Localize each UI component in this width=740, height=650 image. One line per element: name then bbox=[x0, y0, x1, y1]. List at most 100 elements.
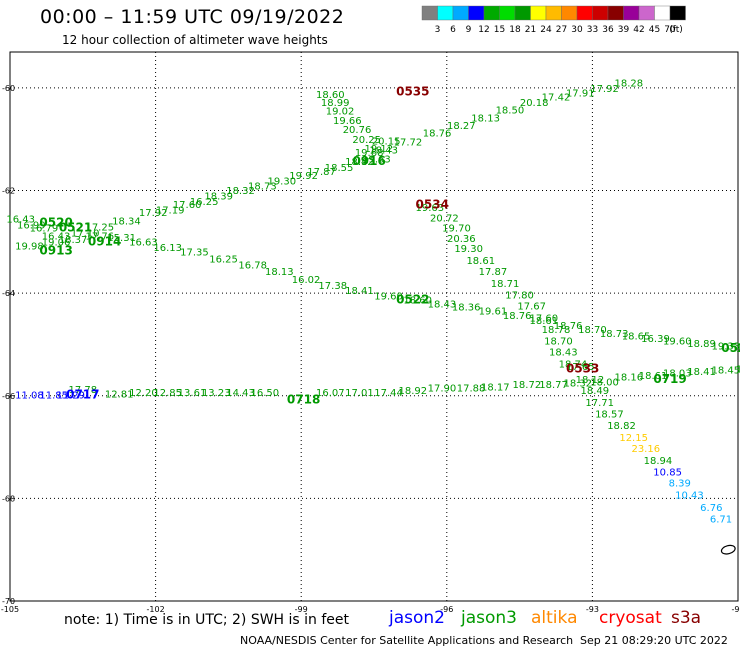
wave-height-value: 10.43 bbox=[675, 490, 704, 501]
wave-height-value: 19.06 bbox=[42, 237, 71, 248]
colorbar-label: 12 bbox=[478, 25, 489, 35]
wave-height-value: 18.39 bbox=[204, 191, 233, 202]
wave-height-value: 18.00 bbox=[590, 378, 619, 389]
y-tick-label: -60 bbox=[2, 84, 15, 93]
wave-height-value: 19.68 bbox=[355, 148, 384, 159]
wave-height-value: 12.20 bbox=[129, 388, 158, 399]
wave-height-value: 18.28 bbox=[614, 78, 643, 89]
wave-height-value: 18.94 bbox=[644, 456, 673, 467]
wave-height-value: 17.35 bbox=[180, 248, 209, 259]
wave-height-value: 18.50 bbox=[496, 106, 525, 117]
satellite-jason2: jason2 bbox=[389, 608, 445, 628]
wave-height-value: 18.45 bbox=[712, 366, 740, 377]
wave-height-value: 16.39 bbox=[641, 334, 670, 345]
wave-height-value: 18.52 bbox=[736, 344, 740, 355]
wave-height-value: 6.76 bbox=[700, 503, 722, 514]
wave-height-value: 19.66 bbox=[333, 116, 362, 127]
pass-time-label: 0719 bbox=[653, 372, 686, 386]
wave-height-value: 19.92 bbox=[289, 171, 318, 182]
wave-height-value: 17.25 bbox=[85, 223, 114, 234]
wave-height-value: 17.80 bbox=[505, 290, 534, 301]
wave-height-value: 17.44 bbox=[374, 388, 403, 399]
wave-height-value: 18.72 bbox=[513, 380, 542, 391]
color-scale-legend: 3 6 9 12 15 18 21 24 27 30 33 36 39 42 45 70(ft) bbox=[421, 5, 686, 35]
wave-height-value: 17.60 bbox=[530, 313, 559, 324]
wave-height-value: 18.70 bbox=[578, 325, 607, 336]
wave-height-value: 17.92 bbox=[139, 208, 168, 219]
satellite-altika: altika bbox=[531, 608, 578, 628]
wave-height-value: 19.70 bbox=[442, 224, 471, 235]
colorbar-swatch bbox=[669, 5, 686, 21]
wave-height-value: 17.88 bbox=[457, 384, 486, 395]
colorbar-label: 42 bbox=[633, 25, 644, 35]
satellite-cryosat: cryosat bbox=[599, 608, 662, 628]
wave-height-value: 18.61 bbox=[466, 256, 495, 267]
x-tick-label: -99 bbox=[295, 605, 308, 612]
wave-height-value: 18.77 bbox=[539, 380, 568, 391]
wave-height-value: 19.63 bbox=[415, 203, 444, 214]
page-title: 00:00 – 11:59 UTC 09/19/2022 bbox=[40, 6, 345, 28]
wave-height-value: 18.41 bbox=[345, 286, 374, 297]
wave-height-value: 16.79 bbox=[30, 224, 59, 235]
wave-height-value: 19.30 bbox=[267, 176, 296, 187]
wave-height-value: 15.31 bbox=[107, 233, 136, 244]
colorbar-label: 18 bbox=[509, 25, 521, 35]
wave-height-value: 19.61 bbox=[479, 307, 508, 318]
wave-height-value: 12.15 bbox=[619, 433, 648, 444]
satellite-s3a: s3a bbox=[671, 608, 702, 628]
pass-time-label: 0523 bbox=[721, 341, 740, 355]
wave-height-value: 17.92 bbox=[590, 84, 619, 95]
wave-height-value: 18.92 bbox=[399, 386, 428, 397]
wave-height-value: 16.25 bbox=[190, 197, 219, 208]
colorbar-label: 45 bbox=[649, 25, 660, 35]
wave-height-value: 18.60 bbox=[316, 90, 345, 101]
colorbar-unit: (ft) bbox=[669, 25, 683, 35]
wave-height-value: 18.03 bbox=[663, 368, 692, 379]
wave-height-value: 18.12 bbox=[576, 375, 605, 386]
footer-timestamp: Sep 21 08:29:20 UTC 2022 bbox=[580, 634, 728, 647]
wave-height-value: 18.13 bbox=[265, 267, 294, 278]
wave-height-value: 19.60 bbox=[663, 336, 692, 347]
wave-height-value: 19.33 bbox=[712, 342, 740, 353]
wave-height-value: 12.85 bbox=[153, 388, 182, 399]
wave-height-value: 17.65 bbox=[566, 362, 595, 373]
wave-height-value: 20.15 bbox=[372, 136, 401, 147]
wave-height-value: 17.38 bbox=[318, 281, 347, 292]
wave-height-value: 18.76 bbox=[554, 321, 583, 332]
wave-height-value: 18.37 bbox=[59, 235, 88, 246]
wave-height-value: 16.25 bbox=[209, 254, 238, 265]
wave-height-value: 19.02 bbox=[326, 107, 355, 118]
y-tick-label: -68 bbox=[2, 494, 15, 503]
wave-height-value: 18.99 bbox=[321, 98, 350, 109]
y-tick-label: -62 bbox=[2, 187, 15, 196]
wave-height-value: 17.72 bbox=[394, 137, 423, 148]
colorbar-label: 15 bbox=[494, 25, 505, 35]
pass-time-label: 0522 bbox=[396, 292, 429, 306]
wave-height-value: 18.43 bbox=[428, 300, 457, 311]
y-tick-label: -64 bbox=[2, 289, 15, 298]
pass-time-label: 0521 bbox=[59, 221, 92, 235]
wave-height-value: 18.36 bbox=[452, 303, 481, 314]
wave-height-value: 19.12 bbox=[365, 144, 394, 155]
wave-height-value: 18.89 bbox=[687, 339, 716, 350]
wave-height-value: 17.42 bbox=[542, 93, 571, 104]
colorbar-label: 24 bbox=[540, 25, 552, 35]
wave-height-value: 18.76 bbox=[503, 311, 532, 322]
wave-height-value: 17.76 bbox=[85, 231, 114, 242]
wave-height-value: 10.85 bbox=[653, 467, 682, 478]
wave-height-value: 16.43 bbox=[6, 214, 35, 225]
colorbar-label: 70 bbox=[664, 25, 676, 35]
wave-height-value: 17.01 bbox=[345, 388, 374, 399]
x-tick-label: -96 bbox=[440, 605, 453, 612]
wave-height-map: -105 -102 -99 -96 -93 -90 -60 -62 -64 -66 -68 -70 16… bbox=[1, 51, 740, 612]
wave-height-value: 18.70 bbox=[544, 336, 573, 347]
wave-height-value: 19.63 bbox=[362, 154, 391, 165]
wave-height-value: 18.55 bbox=[325, 163, 354, 174]
x-tick-label: -93 bbox=[586, 605, 599, 612]
wave-height-value: 18.60 bbox=[403, 295, 432, 306]
wave-height-value: 18.41 bbox=[687, 367, 716, 378]
wave-height-value: 20.18 bbox=[520, 98, 549, 109]
wave-height-value: 13.23 bbox=[202, 388, 231, 399]
wave-height-value: 18.43 bbox=[549, 348, 578, 359]
pass-time-label: 0717 bbox=[66, 387, 99, 401]
